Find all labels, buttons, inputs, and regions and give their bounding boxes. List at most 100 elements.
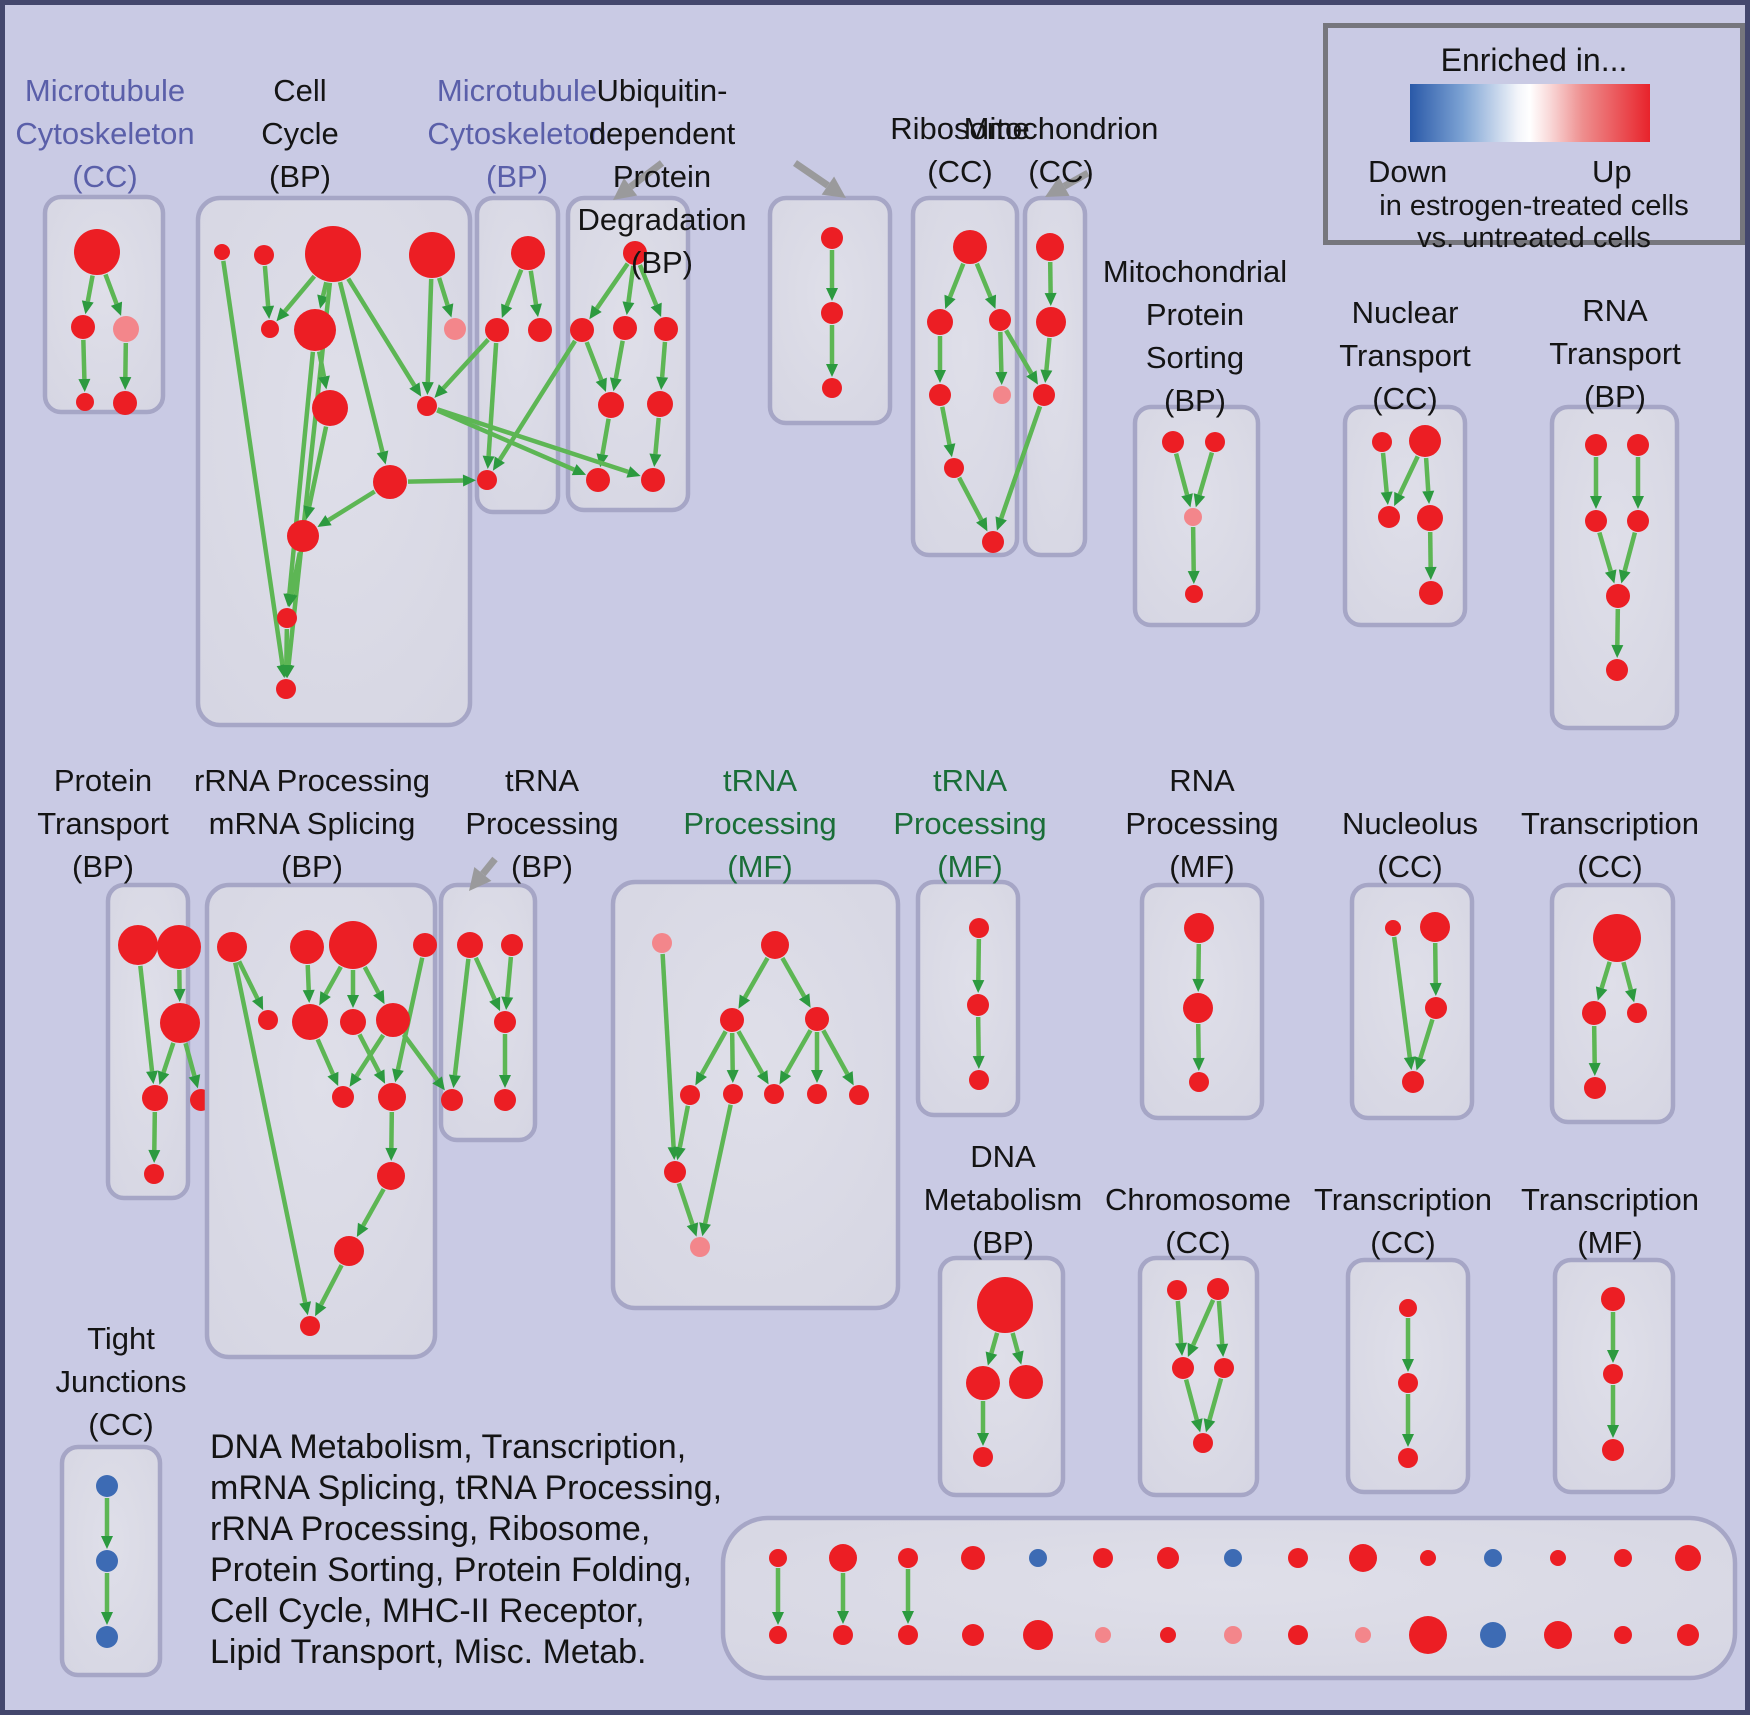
- go-term-node: [214, 244, 230, 260]
- cluster-box: [1349, 882, 1475, 1121]
- cluster-rna-processing-mf: [1139, 882, 1265, 1121]
- cluster-box: [1342, 404, 1468, 628]
- go-term-node: [294, 309, 336, 351]
- cluster-nucleolus-cc: [1349, 882, 1475, 1121]
- go-term-node: [821, 302, 843, 324]
- go-term-node: [494, 1089, 516, 1111]
- go-term-node: [961, 1546, 985, 1570]
- go-term-node: [157, 925, 201, 969]
- cluster-misc-clusters: [720, 1515, 1738, 1681]
- cluster-ubiquitin-degradation-second-box: [767, 195, 893, 426]
- go-term-node: [417, 396, 437, 416]
- go-term-node: [287, 520, 319, 552]
- go-term-node: [1184, 913, 1214, 943]
- go-term-node: [1601, 1287, 1625, 1311]
- go-term-node: [989, 309, 1011, 331]
- legend-gradient-bar: [1410, 84, 1650, 142]
- go-term-node: [1614, 1549, 1632, 1567]
- cluster-mitochondrial-protein-sorting-bp: [1132, 404, 1261, 628]
- go-term-node: [113, 316, 139, 342]
- cluster-box: [937, 1255, 1066, 1498]
- go-term-node: [1023, 1620, 1053, 1650]
- go-term-node: [720, 1008, 744, 1032]
- go-term-node: [1095, 1627, 1111, 1643]
- pointer-arrow: [612, 160, 665, 200]
- go-term-node: [1385, 920, 1401, 936]
- misc-text-line: Lipid Transport, Misc. Metab.: [210, 1633, 647, 1671]
- annotation-arrows: [469, 160, 1090, 891]
- go-term-node: [821, 227, 843, 249]
- go-term-node: [598, 392, 624, 418]
- go-term-node: [444, 318, 466, 340]
- legend-box: Enriched in... Down Up in estrogen-treat…: [1323, 23, 1745, 254]
- go-term-node: [1480, 1622, 1506, 1648]
- go-term-node: [457, 932, 483, 958]
- go-term-node: [144, 1164, 164, 1184]
- cluster-box: [915, 879, 1021, 1118]
- cluster-cell-cycle-bp: [195, 195, 473, 728]
- cluster-box: [42, 194, 166, 415]
- cluster-rrna-processing-mrna-splicing-bp: [204, 882, 438, 1360]
- go-term-node: [1372, 432, 1392, 452]
- cluster-protein-transport-bp: [105, 882, 212, 1201]
- go-term-node: [1399, 1299, 1417, 1317]
- go-term-node: [982, 531, 1004, 553]
- go-term-node: [1544, 1621, 1572, 1649]
- go-term-node: [586, 468, 610, 492]
- go-term-node: [898, 1625, 918, 1645]
- go-term-node: [1205, 432, 1225, 452]
- go-term-node: [1033, 384, 1055, 406]
- go-term-node: [969, 1070, 989, 1090]
- go-term-node: [485, 318, 509, 342]
- cluster-box: [1137, 1255, 1260, 1498]
- go-term-node: [969, 918, 989, 938]
- legend-title: Enriched in...: [1440, 42, 1628, 78]
- go-term-node: [1419, 581, 1443, 605]
- cluster-microtubule-cytoskeleton-cc: [42, 194, 166, 415]
- go-term-node: [118, 925, 158, 965]
- misc-clusters-text: DNA Metabolism, Transcription, mRNA Spli…: [210, 1427, 722, 1673]
- go-term-node: [1184, 508, 1202, 526]
- go-term-node: [1627, 434, 1649, 456]
- go-term-node: [613, 316, 637, 340]
- cluster-trna-processing-bp: [438, 882, 538, 1143]
- pointer-arrow: [793, 160, 847, 199]
- go-term-node: [807, 1084, 827, 1104]
- go-term-node: [1207, 1278, 1229, 1300]
- go-term-node: [641, 468, 665, 492]
- cluster-box: [720, 1515, 1738, 1681]
- go-term-node: [1409, 425, 1441, 457]
- cluster-ubiquitin-dependent-protein-degradation-bp: [565, 195, 691, 513]
- go-term-node: [1185, 585, 1203, 603]
- go-term-node: [1585, 434, 1607, 456]
- go-term-node: [1036, 233, 1064, 261]
- go-term-node: [1606, 584, 1630, 608]
- go-term-node: [829, 1544, 857, 1572]
- go-term-node: [277, 608, 297, 628]
- go-term-node: [1425, 997, 1447, 1019]
- go-term-node: [977, 1277, 1033, 1333]
- go-term-node: [849, 1085, 869, 1105]
- go-term-node: [528, 318, 552, 342]
- go-term-node: [769, 1626, 787, 1644]
- go-term-node: [1036, 307, 1066, 337]
- go-term-node: [409, 232, 455, 278]
- go-term-node: [413, 933, 437, 957]
- go-term-node: [334, 1236, 364, 1266]
- pointer-arrow: [469, 856, 498, 891]
- go-term-node: [74, 229, 120, 275]
- go-term-node: [570, 318, 594, 342]
- go-term-node: [822, 378, 842, 398]
- go-term-node: [1224, 1626, 1242, 1644]
- cluster-trna-processing-mf-small: [915, 879, 1021, 1118]
- go-term-node: [1349, 1544, 1377, 1572]
- go-term-node: [501, 934, 523, 956]
- go-term-node: [1484, 1549, 1502, 1567]
- go-term-node: [764, 1084, 784, 1104]
- cluster-tight-junctions-cc: [59, 1444, 163, 1678]
- go-term-node: [160, 1003, 200, 1043]
- go-term-node: [993, 386, 1011, 404]
- go-term-node: [1585, 510, 1607, 532]
- go-term-node: [1193, 1433, 1213, 1453]
- go-term-node: [769, 1549, 787, 1567]
